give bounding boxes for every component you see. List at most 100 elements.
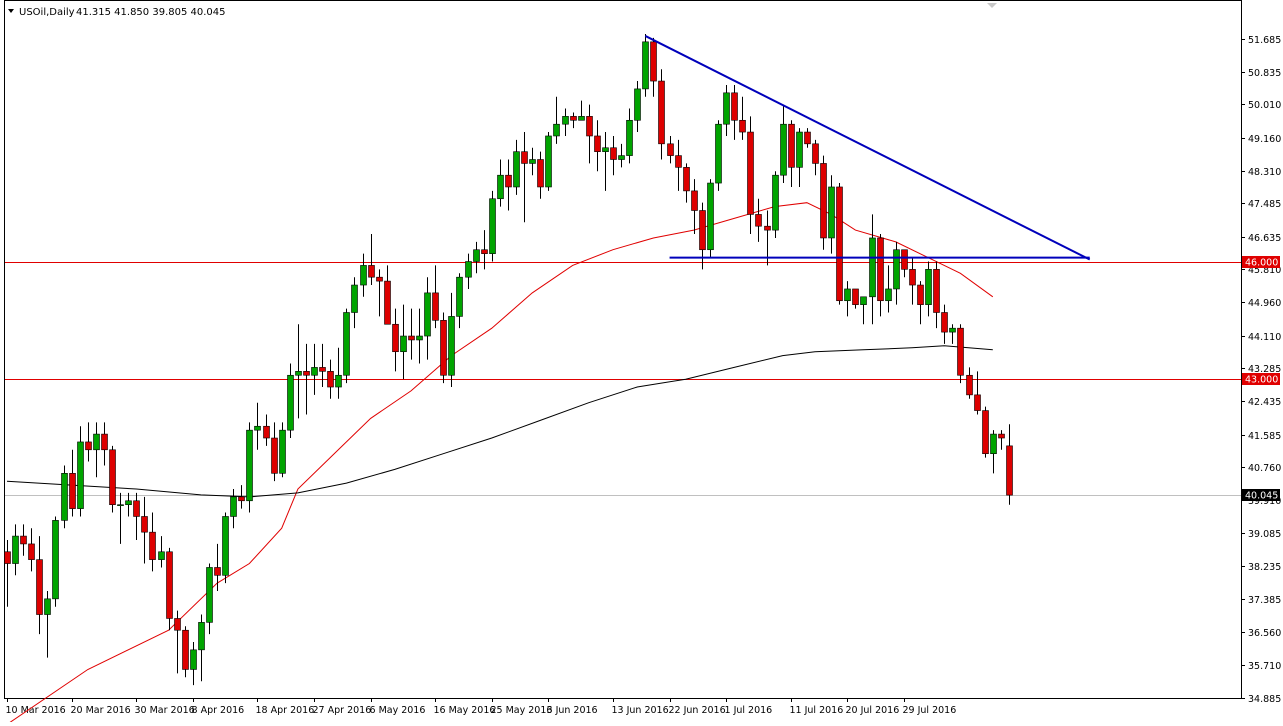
candle (12, 524, 19, 576)
candle-body (966, 374, 973, 396)
candle (570, 112, 577, 129)
candle-body (513, 151, 520, 188)
trendline[interactable] (644, 35, 1091, 261)
candle-body (610, 147, 617, 160)
candle (691, 179, 698, 235)
candle-body (166, 551, 173, 619)
candle-body (885, 288, 892, 302)
candle-body (941, 312, 948, 333)
candle (925, 261, 932, 317)
candle (440, 312, 447, 384)
candle-body (238, 496, 245, 502)
candle (626, 108, 633, 164)
y-tick-label: 50.010 (1248, 100, 1281, 111)
candle-body (634, 88, 641, 121)
candle-body (440, 320, 447, 376)
candle-body (343, 312, 350, 376)
candle (642, 33, 649, 97)
candle-body (222, 516, 229, 576)
candle (52, 516, 59, 607)
candle-body (917, 284, 924, 305)
candle-body (295, 371, 302, 376)
candle-body (456, 276, 463, 317)
candle (772, 171, 779, 238)
candle (804, 128, 811, 148)
candle (747, 116, 754, 235)
candle (505, 159, 512, 211)
candle (158, 536, 165, 568)
candle-body (860, 296, 867, 305)
candle-body (279, 429, 286, 474)
candle (61, 465, 68, 529)
trendlines[interactable] (644, 35, 1091, 261)
y-tick-label: 50.835 (1248, 68, 1281, 79)
y-tick-label: 51.685 (1248, 35, 1281, 46)
candle-body (473, 249, 480, 262)
candle (287, 363, 294, 439)
candle (578, 100, 585, 121)
candle-body (230, 496, 237, 517)
candle (303, 343, 310, 415)
candle-body (974, 394, 981, 411)
candle (109, 445, 116, 513)
candle-body (739, 119, 746, 133)
candle-body (28, 543, 35, 560)
candle-body (101, 433, 108, 451)
y-tick-label: 45.810 (1248, 265, 1281, 276)
candle-body (715, 123, 722, 184)
candle (376, 269, 383, 317)
x-tick-label: 11 Jul 2016 (790, 705, 844, 716)
candle-body (384, 280, 391, 325)
y-tick-label: 38.235 (1248, 562, 1281, 573)
x-tick-label: 22 Jun 2016 (669, 705, 726, 716)
candle-body (287, 374, 294, 431)
chart-shift-marker-icon (987, 3, 997, 8)
candle-body (303, 371, 310, 376)
candle (610, 135, 617, 176)
candle-body (182, 629, 189, 670)
candle (933, 261, 940, 329)
candle (966, 367, 973, 399)
y-tick-label: 41.585 (1248, 431, 1281, 442)
candle-body (206, 567, 213, 623)
candle-body (109, 449, 116, 506)
candle-body (844, 288, 851, 302)
candle-body (254, 425, 261, 431)
candle (36, 536, 43, 635)
candle-body (933, 269, 940, 313)
candle (182, 626, 189, 678)
candle (149, 512, 156, 572)
candle-body (529, 159, 536, 164)
collapse-triangle-icon[interactable] (8, 9, 14, 13)
candle (998, 430, 1005, 450)
candle-body (755, 214, 762, 227)
candle-body (20, 535, 27, 545)
candle (473, 241, 480, 274)
candle (788, 120, 795, 187)
y-tick-label: 49.160 (1248, 134, 1281, 145)
candle (335, 347, 342, 399)
candle-body (780, 123, 787, 176)
candle-body (327, 371, 334, 388)
y-tick-label: 44.960 (1248, 298, 1281, 309)
price-label-box (1242, 256, 1280, 268)
candle (586, 104, 593, 164)
candle (893, 241, 900, 305)
candle (117, 492, 124, 544)
candle-body (52, 520, 59, 600)
price-label-text: 46.000 (1245, 258, 1278, 269)
candle-body (804, 131, 811, 145)
candle-body (998, 433, 1005, 439)
x-tick-label: 30 Mar 2016 (135, 705, 195, 716)
candle (901, 249, 908, 278)
candle-body (957, 327, 964, 376)
candle-body (432, 292, 439, 321)
x-tick-label: 1 Jul 2016 (725, 705, 773, 716)
candle-body (545, 135, 552, 188)
candle (602, 132, 609, 191)
candle (723, 84, 730, 136)
candle (351, 277, 358, 329)
x-tick-label: 25 May 2016 (491, 705, 553, 716)
